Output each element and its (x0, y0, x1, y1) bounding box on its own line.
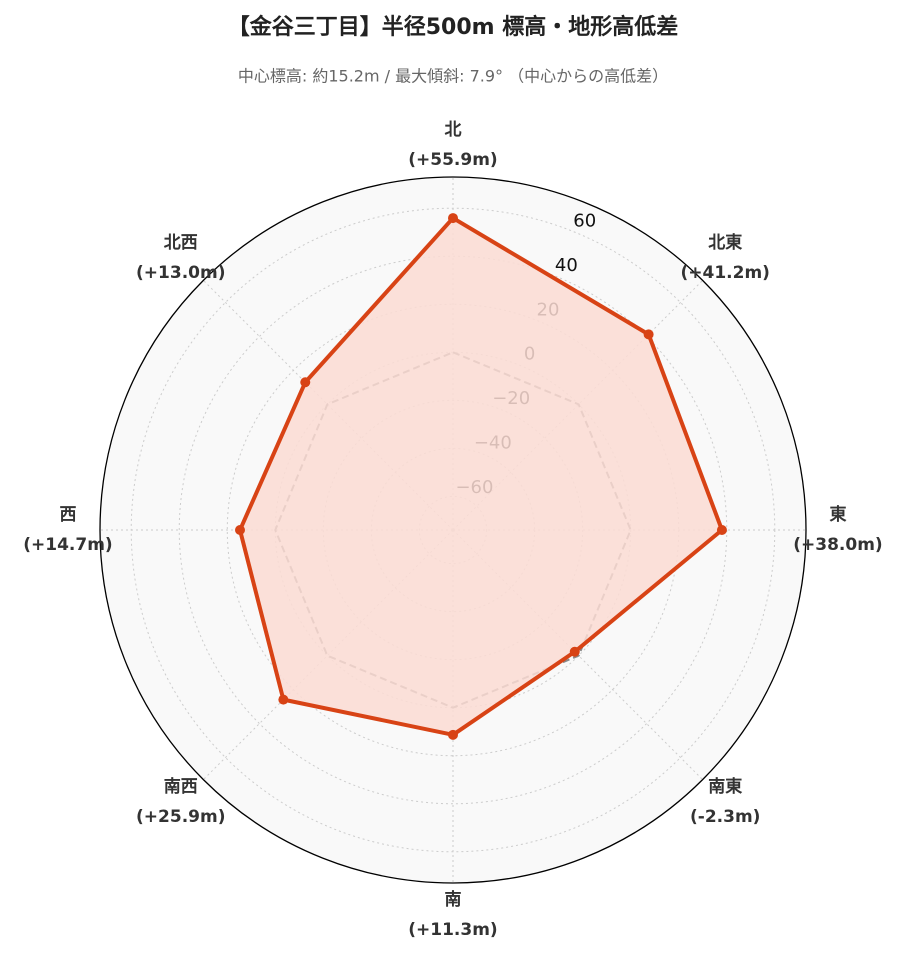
marker (643, 329, 654, 340)
value-label: (-2.3m) (690, 807, 760, 827)
value-label: (+55.9m) (408, 150, 497, 170)
r-tick-label: 60 (573, 211, 596, 232)
value-label: (+13.0m) (136, 263, 225, 283)
value-label: (+11.3m) (408, 920, 497, 940)
marker (448, 213, 458, 224)
value-label: (+41.2m) (681, 263, 770, 283)
category-label: 北 (445, 120, 462, 140)
marker (300, 377, 311, 388)
category-label: 南東 (708, 776, 742, 797)
plot-border (99, 176, 807, 884)
category-label: 南西 (164, 776, 198, 797)
category-label: 東 (830, 504, 847, 525)
category-label: 南 (445, 889, 462, 910)
category-label: 北東 (708, 232, 742, 253)
chart-title: 【金谷三丁目】半径500m 標高・地形高低差 (228, 14, 679, 40)
value-label: (+25.9m) (136, 807, 225, 827)
value-label: (+14.7m) (23, 535, 112, 555)
marker (234, 525, 245, 535)
category-label: 西 (60, 505, 77, 525)
chart-subtitle: 中心標高: 約15.2m / 最大傾斜: 7.9° （中心からの高低差） (238, 67, 668, 86)
category-label: 北西 (164, 233, 198, 253)
marker (278, 694, 289, 705)
marker (448, 729, 458, 740)
r-tick-label: 40 (555, 255, 578, 276)
marker (716, 525, 727, 535)
area (239, 218, 722, 735)
marker (569, 646, 580, 657)
value-label: (+38.0m) (793, 535, 882, 555)
